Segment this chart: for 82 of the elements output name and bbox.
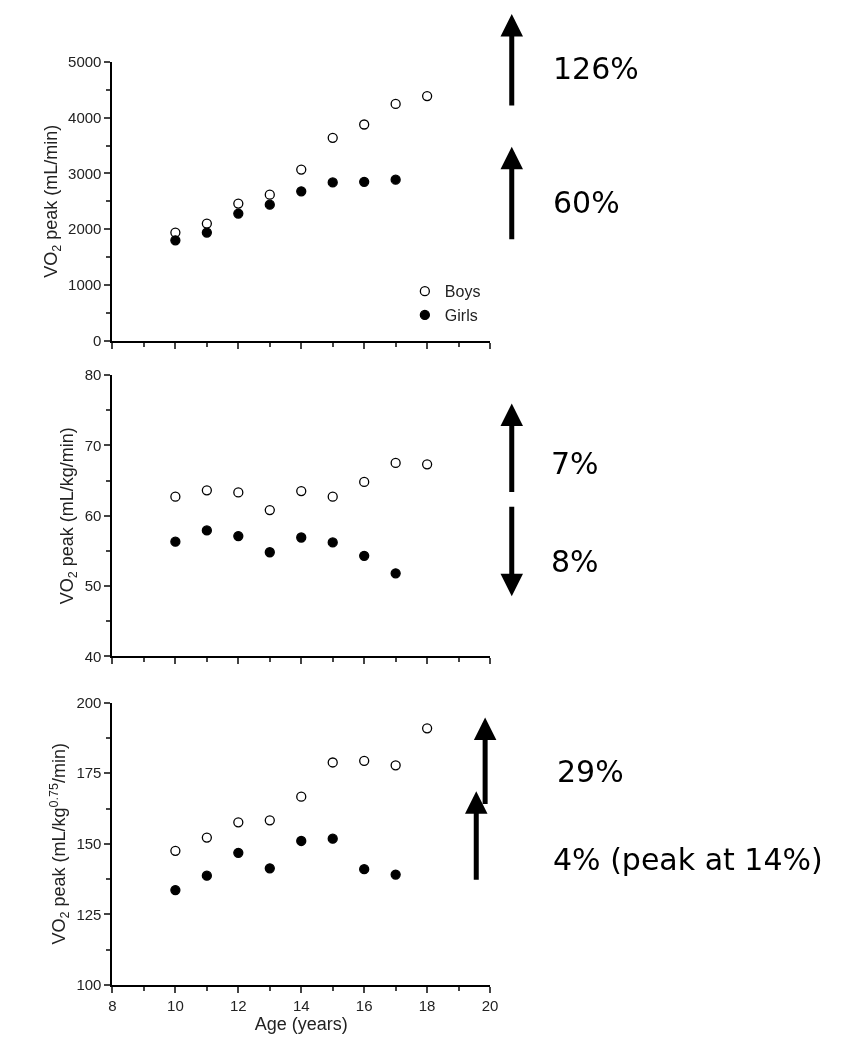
point — [296, 164, 307, 175]
point — [359, 755, 370, 766]
x-tick-label: 20 — [481, 996, 499, 1014]
point — [170, 536, 181, 547]
text: 8% — [551, 544, 599, 579]
point — [170, 235, 181, 246]
point — [264, 815, 275, 826]
point — [201, 832, 212, 843]
point — [390, 869, 401, 880]
point — [296, 835, 307, 847]
point — [296, 485, 307, 497]
x-tick-label: 14 — [292, 996, 310, 1014]
point — [390, 174, 401, 185]
point — [390, 760, 401, 771]
y-tick-label: 1000 — [68, 276, 102, 294]
point — [201, 870, 212, 881]
point — [264, 199, 275, 210]
text: 126% — [553, 51, 639, 86]
point — [296, 791, 307, 802]
point — [327, 132, 338, 143]
y-tick-label: 50 — [84, 577, 102, 595]
y-tick-label: 4000 — [68, 109, 102, 127]
point — [327, 177, 338, 188]
point — [233, 198, 244, 209]
y-tick-label: 2000 — [68, 220, 102, 238]
text: 7% — [551, 446, 599, 481]
point — [170, 491, 181, 502]
point — [327, 537, 338, 548]
x-tick-label: 8 — [108, 996, 117, 1014]
point — [264, 189, 275, 200]
point — [264, 863, 275, 874]
y-tick-label: 125 — [76, 905, 102, 923]
point — [296, 186, 307, 197]
point — [359, 176, 370, 187]
y-tick-label: 60 — [84, 506, 102, 524]
point — [359, 550, 370, 561]
point — [233, 817, 244, 828]
point — [421, 459, 433, 470]
y-tick-label: 80 — [84, 366, 102, 384]
y-tick-label: 70 — [84, 436, 102, 454]
point — [201, 227, 212, 238]
x-tick-label: 10 — [167, 996, 184, 1014]
y-tick-label: 200 — [76, 693, 102, 711]
point — [421, 90, 433, 102]
y-tick-label: 5000 — [68, 53, 102, 71]
point — [327, 757, 338, 768]
point — [233, 208, 244, 219]
point — [170, 845, 181, 856]
point — [421, 723, 433, 734]
point — [359, 476, 370, 488]
y-tick-label: 3000 — [68, 164, 102, 182]
x-tick-label: 16 — [355, 996, 373, 1014]
y-tick-label: 175 — [76, 764, 102, 782]
point — [201, 218, 212, 229]
point — [359, 864, 370, 875]
point — [296, 532, 307, 543]
point — [233, 487, 244, 498]
point — [327, 491, 338, 502]
y-tick-label: 150 — [76, 835, 102, 853]
point — [170, 884, 181, 896]
y-tick-label: 100 — [76, 976, 102, 994]
legend-label: Boys — [444, 283, 481, 301]
x-tick-label: 18 — [418, 996, 436, 1014]
text: 60% — [553, 185, 620, 220]
x-tick-label: 12 — [229, 996, 247, 1014]
y-tick-label: 0 — [93, 331, 102, 349]
point — [359, 119, 370, 130]
point — [390, 568, 401, 579]
point — [264, 504, 275, 516]
x-axis-title: Age (years) — [254, 1013, 348, 1034]
point — [233, 530, 244, 542]
point — [390, 98, 401, 110]
point — [201, 525, 212, 536]
text: 29% — [557, 754, 624, 789]
point — [201, 485, 212, 496]
legend-label: Girls — [444, 307, 478, 325]
y-tick-label: 40 — [84, 647, 102, 665]
point — [264, 547, 275, 558]
point — [390, 457, 401, 469]
point — [327, 833, 338, 844]
text: 4% (peak at 14%) — [553, 842, 823, 877]
point — [233, 847, 244, 858]
